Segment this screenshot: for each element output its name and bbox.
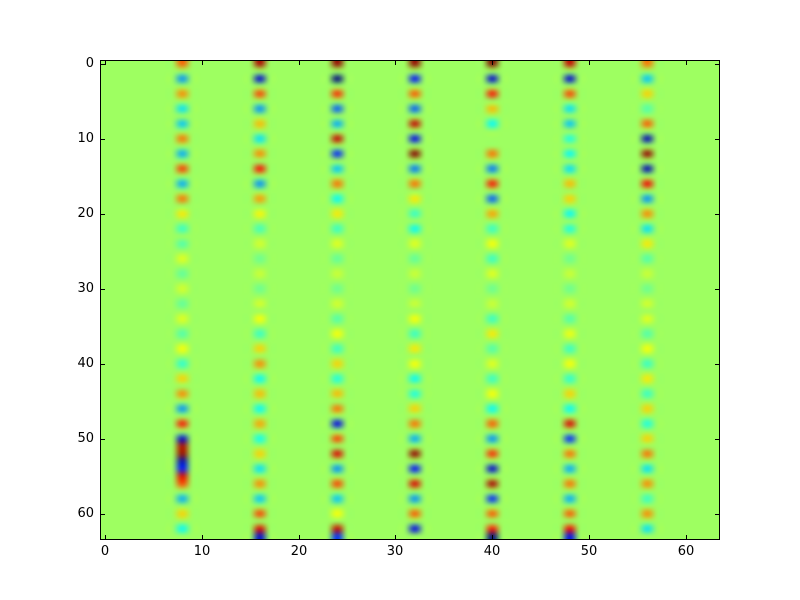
y-tick-label: 40 xyxy=(77,356,94,371)
y-tick-mark xyxy=(100,364,105,365)
y-tick-mark-right xyxy=(715,439,720,440)
y-tick-mark-right xyxy=(715,514,720,515)
y-tick-label: 60 xyxy=(77,506,94,521)
y-tick-mark xyxy=(100,289,105,290)
y-tick-mark xyxy=(100,514,105,515)
x-tick-mark xyxy=(492,535,493,540)
y-tick-label: 0 xyxy=(85,56,94,71)
y-tick-label: 50 xyxy=(77,431,94,446)
x-tick-label: 40 xyxy=(483,544,501,559)
y-tick-mark-right xyxy=(715,139,720,140)
x-tick-mark xyxy=(589,535,590,540)
x-tick-mark-top xyxy=(395,60,396,65)
x-tick-mark-top xyxy=(202,60,203,65)
x-tick-mark-top xyxy=(589,60,590,65)
x-tick-mark-top xyxy=(686,60,687,65)
y-tick-label: 20 xyxy=(77,206,94,221)
plot-area xyxy=(100,60,720,540)
x-tick-label: 10 xyxy=(193,544,211,559)
x-tick-label: 20 xyxy=(290,544,308,559)
x-tick-mark-top xyxy=(299,60,300,65)
x-tick-label: 50 xyxy=(580,544,598,559)
y-tick-mark-right xyxy=(715,364,720,365)
x-tick-mark xyxy=(395,535,396,540)
x-tick-label: 60 xyxy=(677,544,695,559)
x-tick-mark xyxy=(105,535,106,540)
y-tick-label: 30 xyxy=(77,281,94,296)
y-tick-mark-right xyxy=(715,214,720,215)
x-tick-mark xyxy=(686,535,687,540)
x-tick-mark xyxy=(202,535,203,540)
x-tick-label: 0 xyxy=(100,544,110,559)
y-tick-mark-right xyxy=(715,289,720,290)
y-tick-mark xyxy=(100,139,105,140)
x-tick-mark xyxy=(299,535,300,540)
y-tick-mark-right xyxy=(715,64,720,65)
x-tick-label: 30 xyxy=(386,544,404,559)
heatmap-canvas xyxy=(100,60,720,540)
y-tick-mark xyxy=(100,439,105,440)
x-tick-mark-top xyxy=(492,60,493,65)
y-tick-mark xyxy=(100,64,105,65)
y-tick-label: 10 xyxy=(77,131,94,146)
y-tick-mark xyxy=(100,214,105,215)
x-tick-mark-top xyxy=(105,60,106,65)
